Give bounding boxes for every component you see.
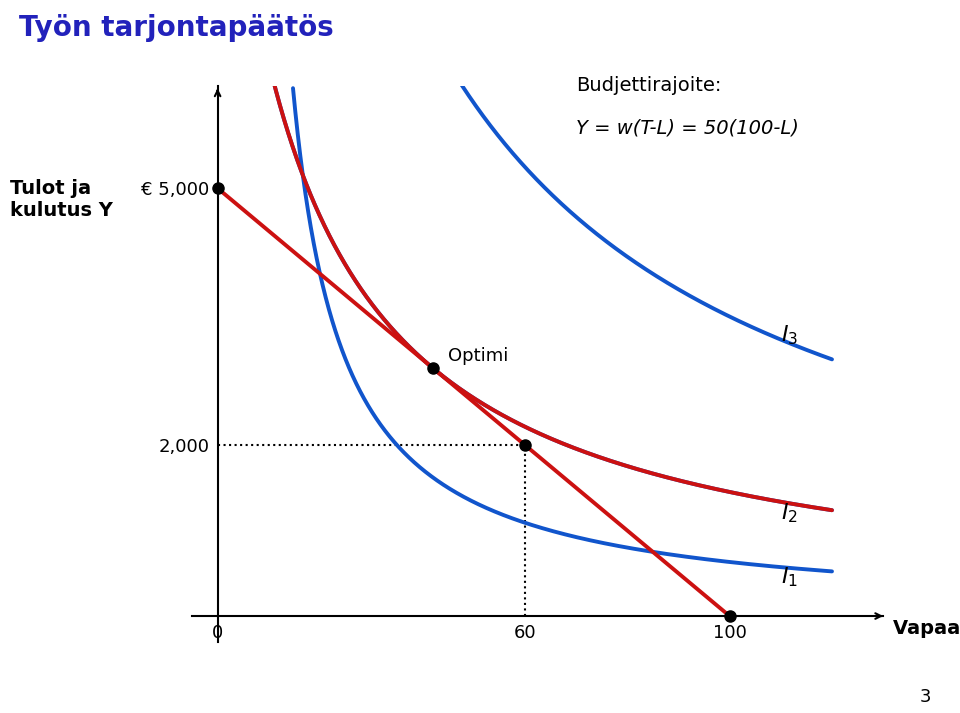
Text: Tulot ja
kulutus Y: Tulot ja kulutus Y — [10, 179, 112, 220]
Text: Työn tarjontapäätös: Työn tarjontapäätös — [19, 14, 334, 42]
Text: Y = w(T-L) = 50(100-L): Y = w(T-L) = 50(100-L) — [576, 119, 799, 138]
Text: Optimi: Optimi — [448, 347, 509, 365]
Text: $I_1$: $I_1$ — [780, 565, 798, 589]
Text: Vapaa-aika L: Vapaa-aika L — [894, 620, 960, 638]
Text: Budjettirajoite:: Budjettirajoite: — [576, 76, 721, 95]
Text: $I_3$: $I_3$ — [780, 323, 798, 347]
Text: 3: 3 — [920, 688, 931, 706]
Text: $I_2$: $I_2$ — [780, 501, 798, 525]
